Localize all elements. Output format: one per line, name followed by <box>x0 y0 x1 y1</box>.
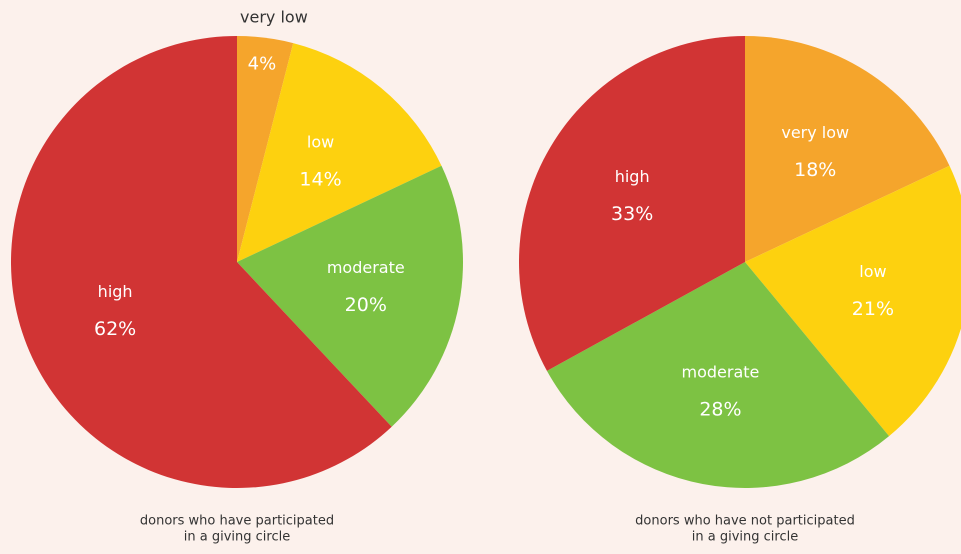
chart-caption: donors who have not participated <box>635 514 855 529</box>
chart-caption: in a giving circle <box>692 530 798 545</box>
chart-caption: donors who have participated <box>140 514 334 529</box>
slice-label: moderate <box>682 362 760 381</box>
value-label: 33% <box>611 203 653 225</box>
value-label: 14% <box>299 169 341 191</box>
slice-label: low <box>307 133 334 152</box>
pie-slice <box>745 36 950 262</box>
slice-label: moderate <box>327 258 405 277</box>
pie-slice <box>546 262 890 489</box>
slice-label: high <box>98 282 133 301</box>
slice-label: very low <box>240 8 308 27</box>
value-label: 18% <box>794 159 836 181</box>
pie-slice <box>745 165 961 437</box>
value-label: 62% <box>94 318 136 340</box>
slice-label: very low <box>781 123 849 142</box>
value-label: 28% <box>699 398 741 420</box>
value-label: 20% <box>345 294 387 316</box>
slice-label: high <box>615 167 650 186</box>
pie-slice <box>237 36 294 262</box>
chart-caption: in a giving circle <box>184 530 290 545</box>
slice-label: low <box>859 262 886 281</box>
pie-slice <box>237 165 463 427</box>
value-label: 4% <box>248 54 277 75</box>
pie-slice <box>237 43 442 262</box>
value-label: 21% <box>852 298 894 320</box>
pie-slice <box>10 36 392 489</box>
pie-slice <box>519 36 745 371</box>
